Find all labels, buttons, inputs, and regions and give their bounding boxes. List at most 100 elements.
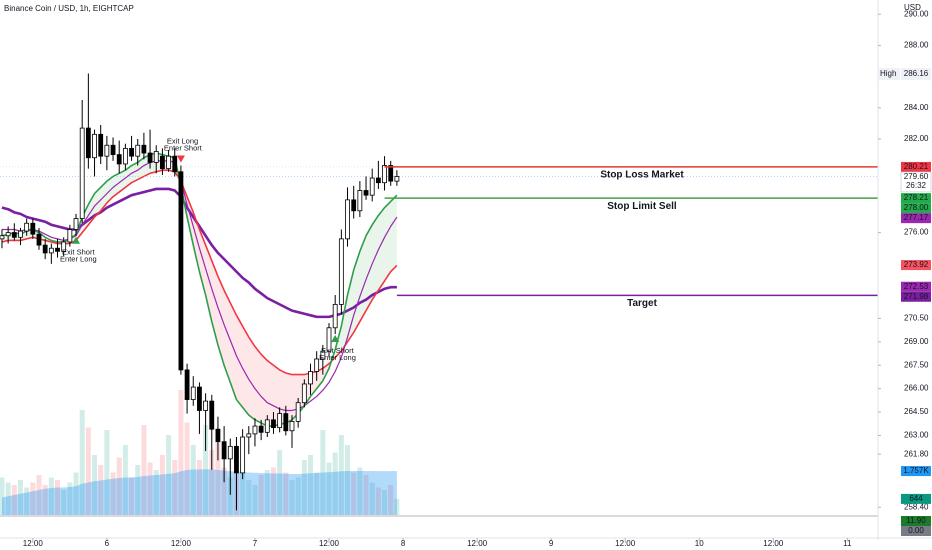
volume-label: 644 — [909, 494, 923, 503]
candle-body — [122, 147, 128, 165]
candle-body — [283, 413, 289, 432]
candle-body — [332, 303, 338, 329]
candle-body — [104, 144, 110, 157]
candle-body — [234, 445, 239, 474]
high-label: High — [880, 69, 896, 78]
candle-body — [98, 133, 104, 157]
volume-bar — [129, 477, 135, 515]
candle-body — [92, 133, 97, 159]
x-tick-label: 12:00 — [23, 539, 44, 548]
volume-bar — [48, 477, 54, 515]
volume-bar — [270, 467, 276, 515]
volume-bar — [178, 390, 184, 515]
volume-bar — [351, 472, 357, 515]
trend-fill — [205, 245, 212, 322]
volume-bar — [55, 480, 61, 515]
volume-bar — [79, 410, 85, 515]
volume-bar — [382, 490, 388, 515]
signal-label: Exit Short — [62, 248, 95, 257]
y-tick-label: 270.50 — [904, 314, 929, 323]
candle-body — [363, 190, 369, 196]
trend-fill — [242, 326, 249, 416]
trend-fill — [366, 224, 373, 311]
candle-body — [190, 386, 196, 400]
trend-fill — [390, 195, 397, 272]
volume-bar — [375, 487, 381, 515]
volume-bar — [258, 475, 264, 515]
candle-body — [209, 400, 215, 430]
volume-bar — [295, 477, 301, 515]
candle-body — [24, 222, 30, 232]
volume-bar — [363, 475, 369, 515]
candle-body — [301, 383, 307, 404]
price-label: 273.92 — [904, 260, 929, 269]
candle-body — [48, 247, 54, 254]
trend-fill — [248, 337, 255, 420]
y-tick-label: 282.00 — [904, 134, 929, 143]
candle-body — [30, 222, 36, 235]
trend-fill — [125, 165, 132, 188]
high-value-box — [901, 68, 931, 81]
volume-bar — [289, 480, 295, 515]
candle-body — [252, 425, 258, 435]
candle-body — [215, 428, 221, 443]
oscillator-label: 11.90 — [906, 516, 926, 525]
price-label: 272.53 — [904, 282, 929, 291]
volume-bar — [221, 467, 227, 515]
x-tick-label: 8 — [401, 539, 406, 548]
candle-body — [110, 144, 116, 156]
volume-bar — [166, 435, 172, 515]
price-label: 278.21 — [904, 193, 929, 202]
level-label: Target — [627, 298, 657, 309]
price-label-box — [901, 281, 931, 292]
candle-body — [85, 127, 91, 159]
candle-body — [351, 199, 357, 212]
candle-body — [73, 218, 79, 230]
volume-bar — [122, 445, 128, 515]
candle-body — [0, 235, 5, 240]
trend-fill — [347, 270, 354, 342]
signal-marker — [176, 155, 185, 163]
candle-body — [382, 165, 387, 184]
trend-fill — [261, 354, 268, 427]
signal-label: Enter Long — [60, 255, 97, 264]
candle-body — [375, 177, 381, 184]
trend-fill — [137, 157, 144, 180]
candle-body — [36, 233, 42, 246]
high-value: 286.16 — [904, 69, 929, 78]
volume-bar — [67, 482, 73, 515]
volume-bar — [196, 460, 202, 515]
oscillator-label-box — [901, 516, 931, 526]
y-tick-label: 261.80 — [904, 449, 929, 458]
y-tick-label: 266.00 — [904, 384, 929, 393]
volume-bar — [345, 445, 351, 515]
volume-bar — [314, 472, 320, 515]
volume-bar — [42, 485, 48, 515]
volume-bar — [73, 472, 79, 515]
high-label-box — [877, 68, 900, 81]
candle-body — [258, 425, 264, 433]
candle-body — [5, 232, 11, 237]
candle-body — [129, 147, 134, 157]
volume-bar — [301, 460, 307, 515]
y-tick-label: 290.00 — [904, 9, 929, 18]
candle-body — [320, 350, 326, 360]
volume-bar — [0, 477, 5, 515]
x-tick-label: 12:00 — [171, 539, 192, 548]
volume-bar — [24, 487, 30, 515]
trend-fill — [341, 295, 348, 352]
trend-fill — [254, 346, 262, 423]
volume-bar — [388, 485, 394, 515]
oscillator-label-box — [901, 526, 931, 536]
countdown-label: 26:32 — [906, 181, 927, 190]
y-tick-label: 269.00 — [904, 337, 929, 346]
candle-body — [308, 371, 313, 385]
candle-body — [147, 152, 153, 163]
candle-body — [394, 176, 400, 182]
signal-marker — [72, 236, 81, 244]
candle-body — [166, 155, 171, 170]
volume-bar — [85, 427, 91, 515]
trend-fill — [279, 369, 286, 425]
x-tick-label: 10 — [695, 539, 704, 548]
